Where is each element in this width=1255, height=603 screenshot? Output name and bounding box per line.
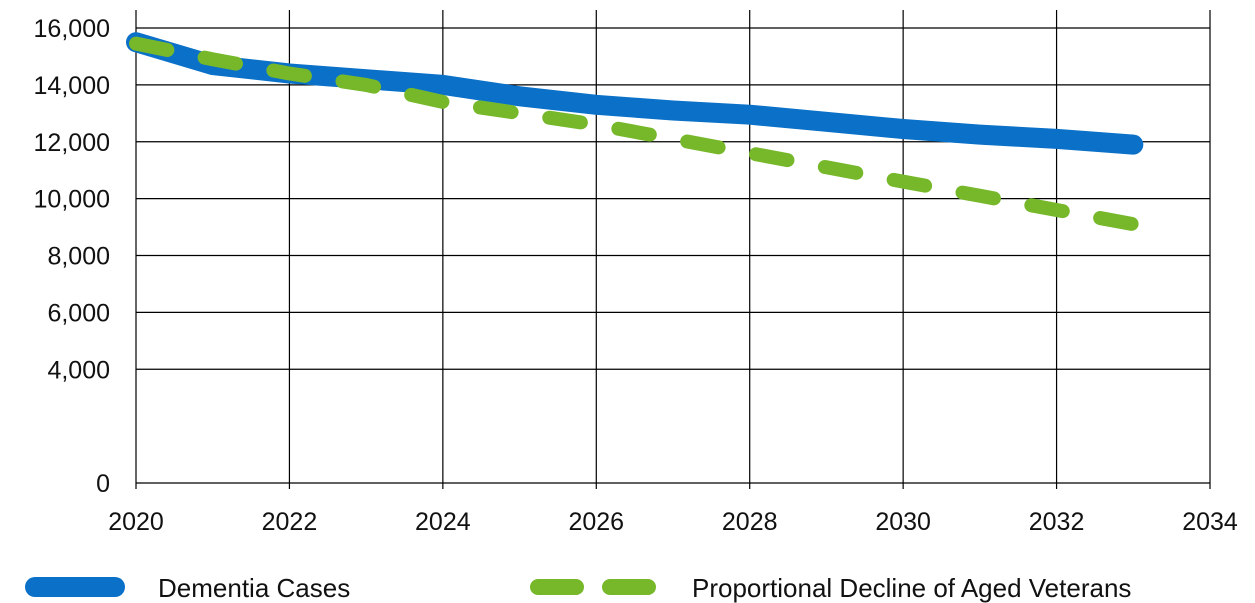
legend-label-proportional-decline: Proportional Decline of Aged Veterans	[692, 573, 1131, 603]
y-tick-label: 12,000	[34, 129, 110, 157]
legend-item-proportional-decline: Proportional Decline of Aged Veterans	[530, 573, 1131, 603]
legend-label-dementia-cases: Dementia Cases	[158, 573, 350, 603]
y-tick-label: 8,000	[47, 243, 110, 271]
y-tick-label: 14,000	[34, 72, 110, 100]
y-axis-ticks: 0 4,000 6,000 8,000 10,000 12,000 14,000 16,000	[34, 15, 110, 498]
y-tick-label: 0	[96, 470, 110, 498]
y-tick-label: 16,000	[34, 15, 110, 43]
x-tick-label: 2034	[1182, 508, 1238, 536]
y-tick-label: 10,000	[34, 186, 110, 214]
series-layer	[126, 32, 1144, 232]
x-tick-label: 2022	[262, 508, 318, 536]
x-tick-label: 2024	[415, 508, 471, 536]
x-tick-label: 2028	[722, 508, 778, 536]
x-tick-label: 2030	[875, 508, 931, 536]
series-line-proportional-decline	[129, 36, 1141, 232]
y-tick-label: 6,000	[47, 299, 110, 327]
x-axis-ticks: 2020 2022 2024 2026 2028 2030 2032 2034	[108, 508, 1238, 536]
y-tick-label: 4,000	[47, 356, 110, 384]
x-tick-label: 2020	[108, 508, 164, 536]
x-tick-label: 2026	[568, 508, 624, 536]
legend-item-dementia-cases: Dementia Cases	[25, 573, 350, 603]
x-tick-label: 2032	[1029, 508, 1085, 536]
legend: Dementia Cases Proportional Decline of A…	[25, 573, 1131, 603]
